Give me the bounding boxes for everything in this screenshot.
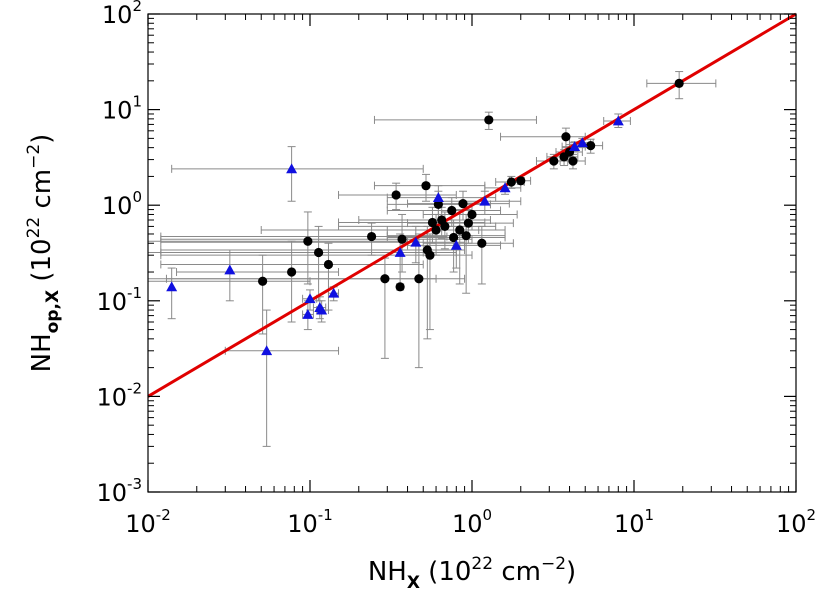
x-tick-label: 102 [776,506,816,538]
circle-point [391,190,401,200]
x-tick-label: 100 [452,506,492,538]
triangle-point [316,304,328,315]
circle-point [287,267,297,277]
circle-point [447,205,457,216]
triangle-point [410,236,422,247]
circle-point [449,232,459,243]
triangle-point [261,345,273,356]
triangle-point [166,281,178,292]
circle-point [303,236,313,246]
triangle-point [302,308,314,319]
triangle-point [499,182,511,193]
y-tick-label: 10-3 [96,475,142,507]
x-tick-label: 101 [614,506,654,538]
y-axis-label: NHop,X (1022 cm−2) [24,134,63,373]
circle-point [549,156,559,166]
triangle-point [304,293,316,304]
circle-point [323,259,334,270]
circle-point [568,156,578,166]
circle-point [431,225,441,235]
circle-point [425,250,435,260]
circle-point [380,274,390,284]
triangle-point [576,137,588,148]
y-tick-label: 102 [102,0,142,29]
circle-point [421,181,431,191]
triangle-point [328,287,340,298]
triangle-point [286,163,298,174]
triangle-point [224,264,236,275]
circle-point [366,231,377,242]
triangle-point [394,247,406,257]
triangle-point [450,239,462,250]
x-axis-label: NHX (1022 cm−2) [368,554,576,593]
one-to-one-line [147,12,797,398]
circle-point [484,115,494,125]
circle-point [433,199,443,209]
y-tick-label: 10-1 [96,284,142,316]
circle-point [516,176,526,186]
circle-point [395,282,405,292]
x-tick-label: 10-1 [287,506,333,538]
triangle-point [612,115,624,126]
circle-point [258,276,268,286]
circle-point [455,225,465,235]
circle-point [586,141,596,151]
circle-point [427,217,438,228]
axis-ticks [147,13,797,493]
triangle-point [432,192,444,203]
y-tick-label: 10-2 [96,379,142,411]
triangle-point [479,195,491,206]
circle-point [463,218,473,228]
circle-point [414,274,424,284]
circle-point [461,231,471,241]
circle-point [397,234,407,244]
circle-point [674,78,684,88]
data-points [166,78,684,356]
circle-point [561,132,571,142]
triangle-point [569,141,581,152]
circle-point [506,177,516,187]
circle-point [467,209,477,220]
circle-point [477,238,487,248]
circle-point [458,198,468,209]
x-tick-label: 10-2 [125,506,171,538]
reference-line-layer [147,12,797,398]
circle-point [440,221,450,232]
circle-point [313,247,324,258]
y-tick-label: 101 [102,93,142,125]
y-tick-label: 100 [102,188,142,220]
